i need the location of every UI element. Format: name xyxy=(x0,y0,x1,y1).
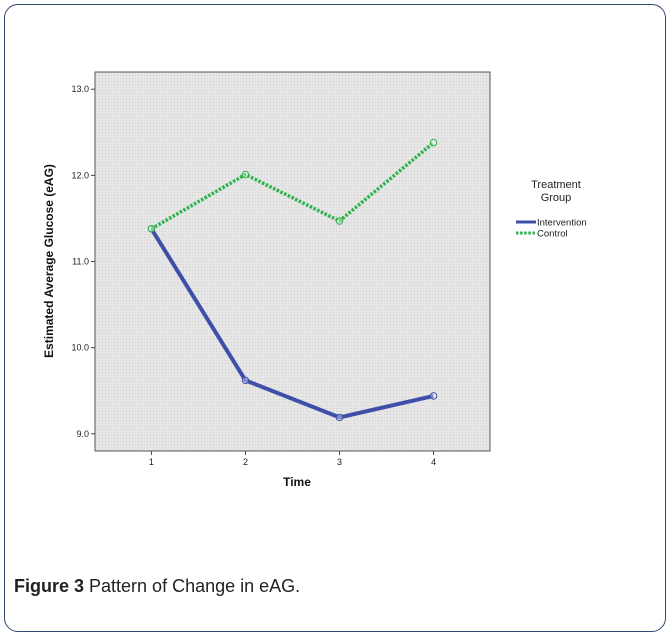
series-line-control xyxy=(150,141,435,231)
legend-label-intervention: Intervention xyxy=(537,218,587,229)
y-tick-label: 12.0 xyxy=(71,170,89,180)
y-axis: 9.0 10.0 11.0 12.0 13.0 xyxy=(71,84,95,439)
x-tick-label: 1 xyxy=(149,457,154,467)
data-point-control xyxy=(429,138,438,147)
x-tick-label: 4 xyxy=(431,457,436,467)
data-point-control xyxy=(147,225,156,233)
data-point-intervention xyxy=(429,392,438,400)
y-axis-title: Estimated Average Glucose (eAG) xyxy=(42,164,56,358)
legend-title: Treatment xyxy=(531,179,581,191)
x-axis: 1 2 3 4 xyxy=(149,451,436,467)
data-point-control xyxy=(241,170,250,179)
legend-label-control: Control xyxy=(537,229,568,240)
data-point-control xyxy=(335,217,344,225)
series-line-intervention xyxy=(149,227,435,420)
figure-label: Figure 3 xyxy=(14,576,85,596)
legend-title: Group xyxy=(541,192,572,204)
series-layer xyxy=(147,138,438,422)
figure-caption-text: Pattern of Change in eAG. xyxy=(84,576,301,596)
data-point-intervention xyxy=(241,376,250,385)
y-tick-label: 10.0 xyxy=(71,343,89,353)
x-tick-label: 3 xyxy=(337,457,342,467)
x-axis-title: Time xyxy=(283,475,311,489)
figure-caption: Figure 3 Pattern of Change in eAG. xyxy=(14,576,300,597)
y-tick-label: 13.0 xyxy=(71,84,89,94)
y-tick-label: 9.0 xyxy=(76,429,89,439)
data-point-intervention xyxy=(335,413,344,422)
x-tick-label: 2 xyxy=(243,457,248,467)
plot-area xyxy=(94,71,491,452)
y-tick-label: 11.0 xyxy=(72,257,89,267)
